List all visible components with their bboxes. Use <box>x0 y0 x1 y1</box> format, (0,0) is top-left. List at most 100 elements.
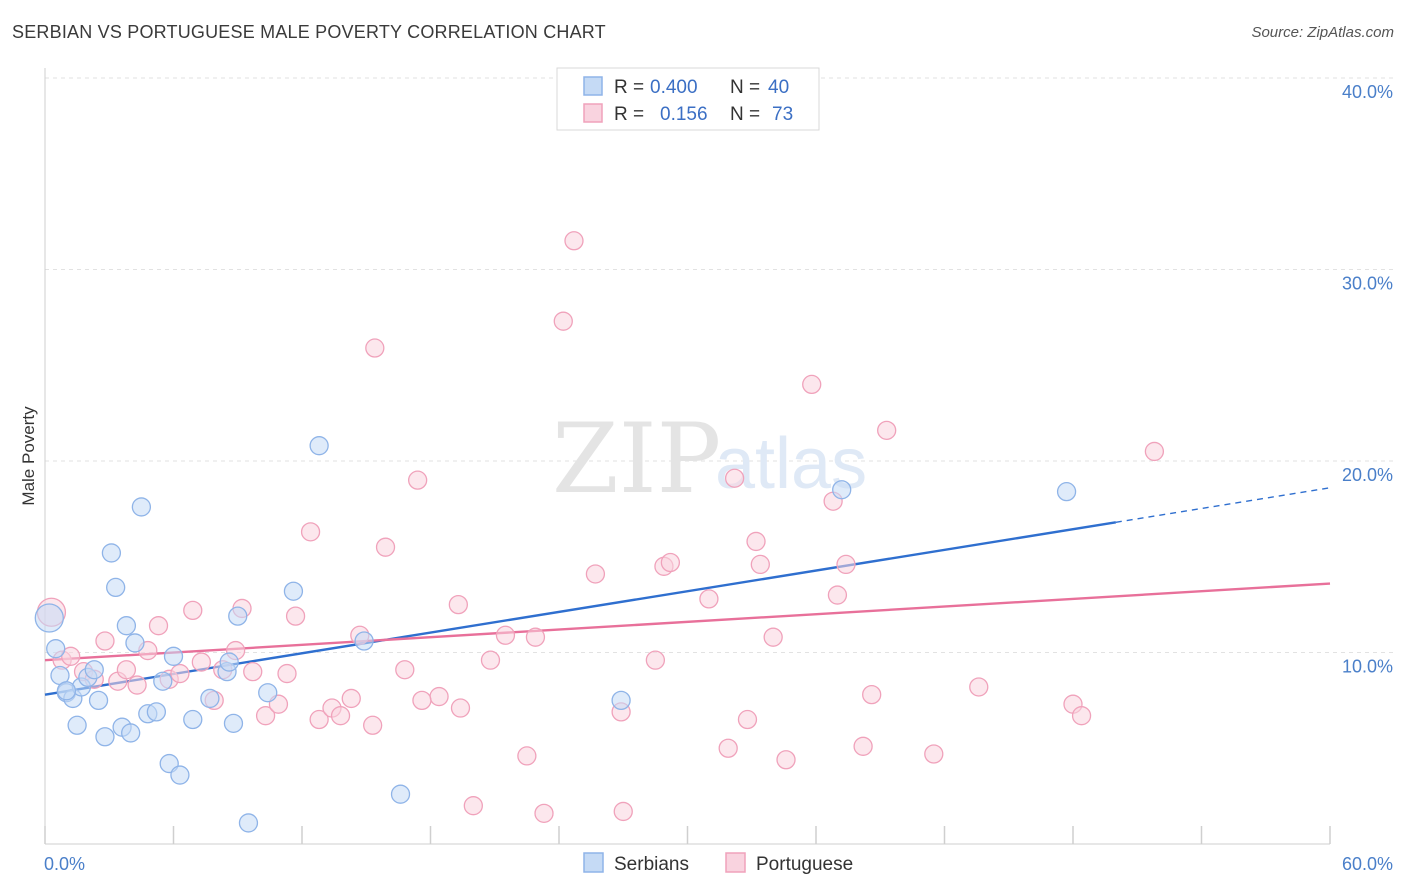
point-serbians <box>131 497 152 517</box>
point-portuguese <box>737 709 758 730</box>
point-portuguese <box>750 554 770 575</box>
point-serbians <box>101 543 122 563</box>
point-portuguese <box>285 606 306 626</box>
point-portuguese <box>277 663 297 684</box>
legend-n-label: N = <box>730 77 760 98</box>
point-portuguese <box>763 627 783 647</box>
point-portuguese <box>148 616 169 636</box>
point-portuguese <box>61 646 81 666</box>
point-serbians <box>219 652 239 672</box>
point-portuguese <box>450 698 471 718</box>
point-portuguese <box>300 522 321 542</box>
point-portuguese <box>553 311 573 331</box>
series-legend: Serbians Portuguese <box>583 852 853 875</box>
point-portuguese <box>170 663 190 684</box>
legend-n-label: N = <box>730 104 760 125</box>
point-portuguese <box>395 660 415 680</box>
point-serbians <box>116 616 137 636</box>
point-serbians <box>88 690 109 711</box>
point-portuguese <box>127 675 147 695</box>
point-portuguese <box>718 738 738 758</box>
trend-line-portuguese <box>44 582 1331 662</box>
y-tick-label: 20.0% <box>1342 465 1393 485</box>
x-tick-label: 60.0% <box>1342 854 1393 874</box>
legend-r-value: 0.400 <box>650 77 698 98</box>
point-portuguese <box>827 585 848 605</box>
point-portuguese <box>969 677 989 697</box>
point-portuguese <box>699 589 719 609</box>
legend-swatch-serbians <box>583 852 604 873</box>
point-serbians <box>1056 481 1077 502</box>
point-portuguese <box>191 652 211 672</box>
point-portuguese <box>480 650 501 670</box>
point-portuguese <box>495 625 516 645</box>
y-tick-label: 30.0% <box>1342 274 1393 294</box>
legend-n-value: 40 <box>768 77 789 98</box>
point-portuguese <box>862 684 882 705</box>
point-serbians <box>84 660 104 680</box>
point-portuguese <box>429 686 449 707</box>
point-portuguese <box>255 706 276 726</box>
point-portuguese <box>365 338 385 358</box>
point-portuguese <box>375 537 396 557</box>
chart-title: SERBIAN VS PORTUGUESE MALE POVERTY CORRE… <box>12 22 606 42</box>
point-portuguese <box>613 801 633 822</box>
axes <box>44 68 1331 845</box>
point-serbians <box>56 681 77 701</box>
point-serbians <box>153 671 173 691</box>
y-tick-label: 40.0% <box>1342 82 1393 102</box>
legend-label-serbians: Serbians <box>614 854 689 875</box>
point-serbians <box>832 480 852 500</box>
point-serbians <box>46 639 66 659</box>
grid-lines <box>45 77 1395 653</box>
watermark-zip: ZIP <box>552 403 721 515</box>
point-portuguese <box>1071 706 1092 726</box>
point-serbians <box>258 683 278 703</box>
stats-legend: R = 0.400 N = 40 R = 0.156 N = 73 <box>556 67 820 131</box>
point-serbians <box>106 577 126 598</box>
point-portuguese <box>116 660 137 680</box>
point-portuguese <box>330 706 351 726</box>
legend-r-label: R = <box>614 77 644 98</box>
point-portuguese <box>802 374 822 395</box>
point-serbians <box>228 606 248 626</box>
point-serbians <box>183 709 203 730</box>
point-serbians <box>223 713 244 734</box>
point-serbians <box>354 631 374 651</box>
point-portuguese <box>309 709 329 730</box>
point-portuguese <box>448 594 468 615</box>
y-axis-title: Male Poverty <box>19 406 38 506</box>
source-credit: Source: ZipAtlas.com <box>1251 24 1394 41</box>
point-serbians <box>34 603 64 633</box>
trend-extension-serbians <box>1115 487 1331 523</box>
point-portuguese <box>564 231 584 251</box>
point-serbians <box>390 784 411 804</box>
tick-labels: 10.0% 20.0% 30.0% 40.0% 0.0% 60.0% <box>44 82 1393 874</box>
legend-label-portuguese: Portuguese <box>756 854 853 875</box>
point-serbians <box>121 723 141 743</box>
point-portuguese <box>660 552 681 573</box>
legend-swatch-portuguese <box>583 103 603 123</box>
point-portuguese <box>585 564 606 584</box>
point-portuguese <box>525 627 546 647</box>
legend-r-label: R = <box>614 104 644 125</box>
data-points <box>34 231 1165 833</box>
point-portuguese <box>341 688 361 709</box>
point-serbians <box>200 688 220 709</box>
point-serbians <box>283 581 304 601</box>
legend-r-value: 0.156 <box>660 104 708 125</box>
point-serbians <box>170 765 190 785</box>
watermark: ZIP atlas <box>552 403 867 515</box>
point-portuguese <box>363 715 383 735</box>
point-serbians <box>309 436 329 456</box>
point-portuguese <box>877 420 897 441</box>
point-portuguese <box>243 662 263 682</box>
x-tick-label: 0.0% <box>44 854 85 874</box>
y-tick-label: 10.0% <box>1342 657 1393 677</box>
point-serbians <box>163 646 184 666</box>
point-portuguese <box>412 690 432 711</box>
point-serbians <box>67 715 87 735</box>
point-serbians <box>95 727 115 747</box>
point-portuguese <box>724 468 745 488</box>
